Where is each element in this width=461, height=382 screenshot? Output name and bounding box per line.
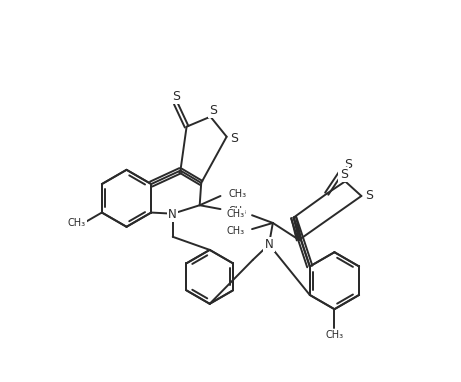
Text: N: N	[168, 208, 177, 221]
Text: S: S	[344, 158, 352, 171]
Text: S: S	[230, 132, 238, 145]
Text: N: N	[265, 238, 273, 251]
Text: CH₃: CH₃	[228, 189, 246, 199]
Text: S: S	[172, 90, 180, 103]
Text: CH₃: CH₃	[68, 219, 86, 228]
Text: CH₃: CH₃	[226, 209, 244, 219]
Text: CH₃: CH₃	[325, 330, 343, 340]
Text: CH₃: CH₃	[226, 226, 244, 236]
Text: S: S	[365, 189, 373, 202]
Text: CH₃: CH₃	[228, 206, 246, 215]
Text: S: S	[210, 104, 218, 117]
Text: S: S	[340, 168, 348, 181]
